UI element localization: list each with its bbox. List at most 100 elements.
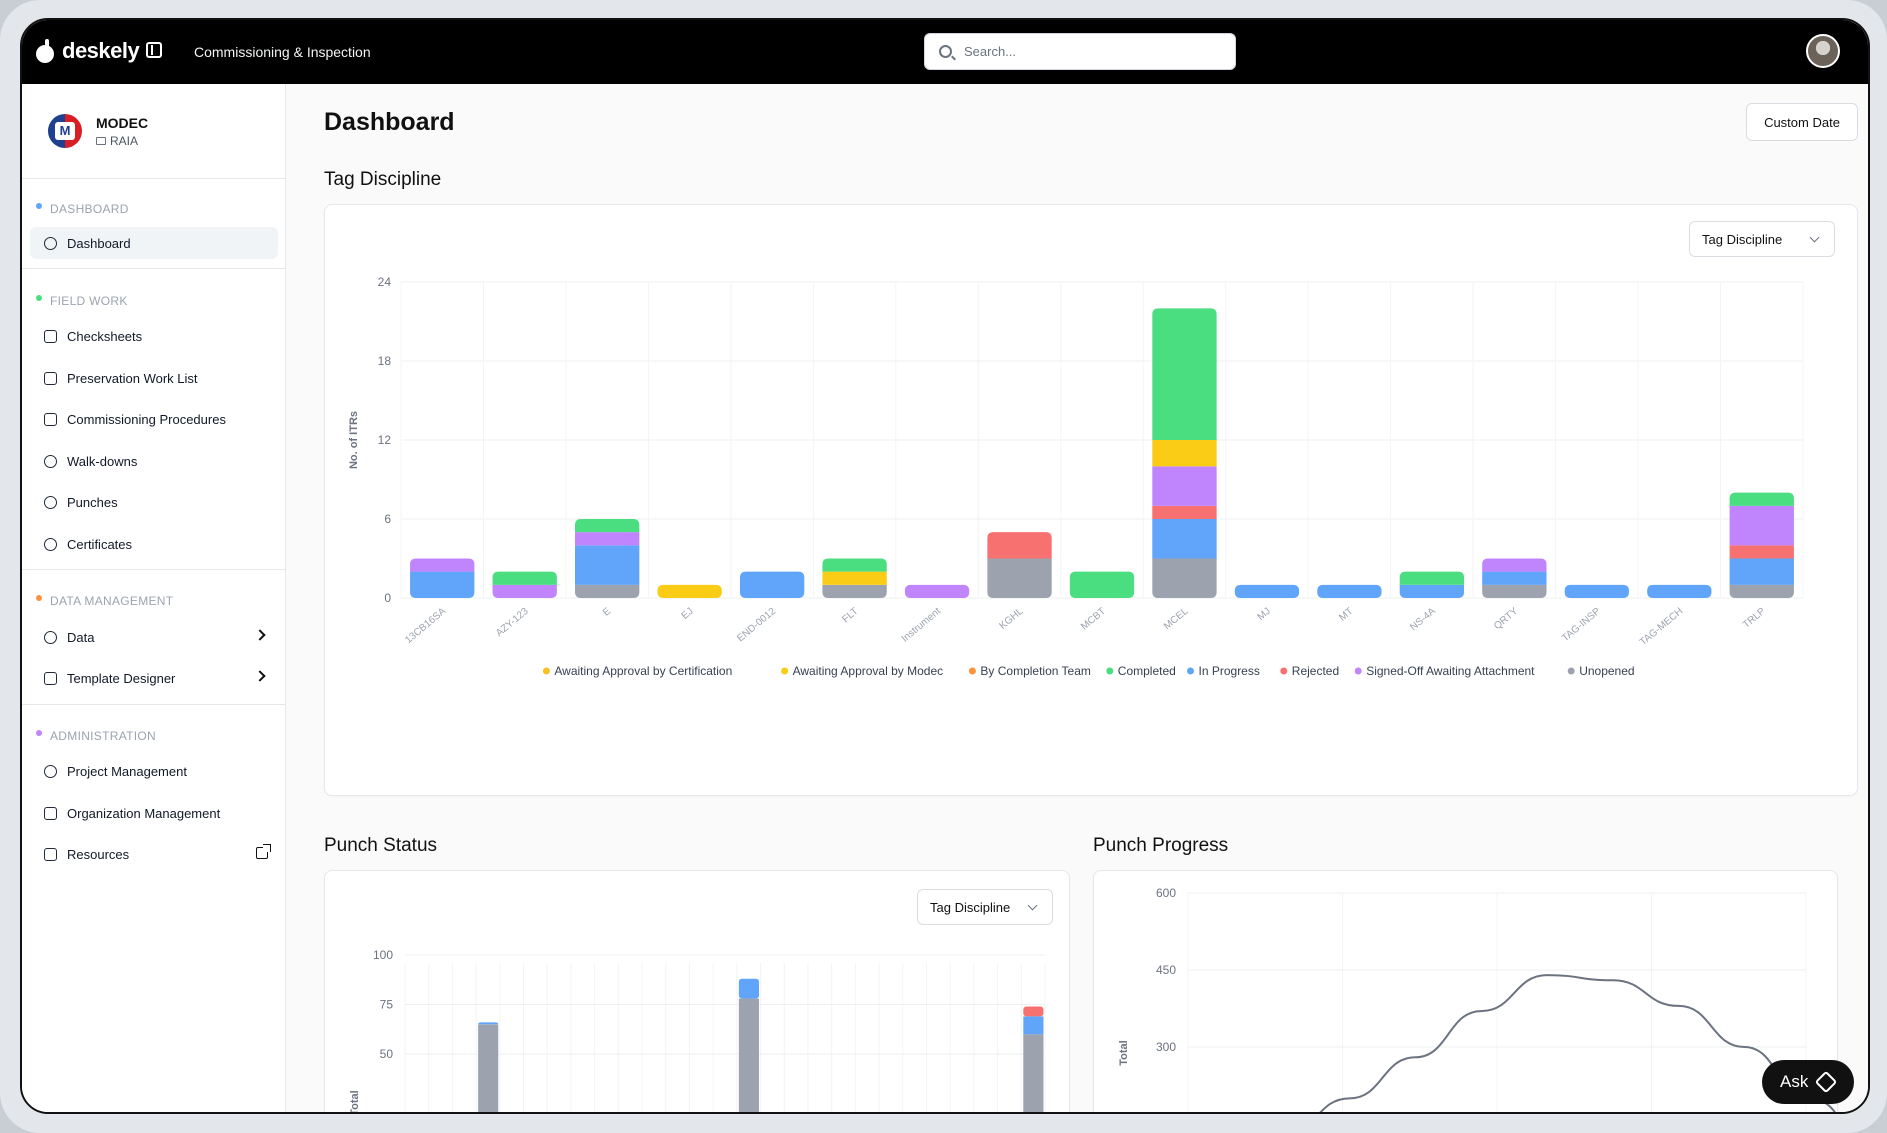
sidebar-item-template-designer[interactable]: Template Designer	[30, 662, 278, 694]
legend-swatch	[1354, 667, 1362, 675]
legend-item: Unopened	[1579, 664, 1634, 678]
sidebar-item-label: Project Management	[67, 763, 187, 779]
custom-date-button[interactable]: Custom Date	[1746, 103, 1858, 141]
divider	[22, 704, 286, 705]
book-open-icon	[44, 412, 57, 426]
bar-segment	[1647, 584, 1712, 598]
sidebar-item-label: Dashboard	[67, 235, 131, 251]
bar-segment	[987, 558, 1052, 598]
legend-item: In Progress	[1199, 664, 1260, 678]
sidebar-item-certificates[interactable]: Certificates	[30, 528, 278, 560]
select-value: Tag Discipline	[930, 899, 1011, 915]
legend-item: Awaiting Approval by Certification	[554, 664, 732, 678]
sidebar-item-label: Organization Management	[67, 805, 221, 821]
sidebar-item-punches[interactable]: Punches	[30, 486, 278, 518]
brand-name: deskely	[62, 38, 140, 63]
x-tick-label: KGHL	[998, 606, 1026, 632]
search-icon	[939, 45, 952, 58]
tag-discipline-card: Tag Discipline 0 6 12 18 24 No. of ITRs 13CB16…	[324, 204, 1858, 796]
ask-assistant-button[interactable]: Ask	[1762, 1060, 1854, 1104]
punch-status-select[interactable]: Tag Discipline	[917, 889, 1053, 925]
bar-segment	[904, 584, 970, 598]
sidebar-item-checksheets[interactable]: Checksheets	[30, 320, 278, 352]
legend-swatch	[1106, 667, 1114, 675]
bar-segment	[492, 571, 557, 585]
section-label: FIELD WORK	[50, 294, 128, 308]
award-icon	[44, 537, 57, 551]
search-box[interactable]	[924, 33, 1236, 70]
legend-swatch	[542, 667, 550, 675]
bar-segment	[739, 571, 805, 598]
y-axis-label: No. of ITRs	[348, 411, 360, 469]
sidebar-toggle-icon[interactable]	[146, 42, 162, 58]
chevron-right-icon	[254, 670, 266, 682]
page-title: Dashboard	[324, 108, 455, 136]
bar-segment	[575, 519, 640, 533]
alert-circle-icon	[44, 495, 57, 509]
bar-segment	[410, 558, 475, 572]
divider	[22, 268, 286, 269]
bar-segment	[1482, 584, 1547, 598]
x-tick-label: NS-4A	[1408, 606, 1438, 634]
x-tick-label: END-0012	[735, 606, 778, 645]
sidebar-item-walk-downs[interactable]: Walk-downs	[30, 445, 278, 477]
bar-segment	[1482, 571, 1547, 585]
divider	[22, 569, 286, 570]
bar-segment	[410, 571, 475, 598]
y-tick-label: 6	[384, 512, 391, 526]
x-tick-label: E	[601, 606, 613, 619]
search-input[interactable]	[964, 44, 1204, 59]
bar-segment	[1482, 558, 1547, 572]
bar-segment	[1564, 584, 1629, 598]
app-title: Commissioning & Inspection	[194, 44, 371, 60]
sidebar-item-preservation-work-list[interactable]: Preservation Work List	[30, 362, 278, 394]
legend-swatch	[781, 667, 789, 675]
sidebar-item-project-management[interactable]: Project Management	[30, 755, 278, 787]
main-content: Dashboard Custom Date Tag Discipline Tag…	[286, 84, 1868, 1114]
brand-logo[interactable]: deskely	[36, 38, 140, 64]
legend-item: Awaiting Approval by Modec	[793, 664, 944, 678]
y-tick-label: 75	[380, 998, 394, 1012]
gear-icon	[44, 764, 57, 778]
bar-segment	[1729, 584, 1794, 598]
tag-discipline-select[interactable]: Tag Discipline	[1689, 221, 1835, 257]
folder-icon	[96, 136, 106, 145]
modec-logo-icon	[48, 114, 82, 148]
section-label: DASHBOARD	[50, 202, 129, 216]
legend-swatch	[1280, 667, 1288, 675]
bar-segment	[478, 1022, 499, 1025]
bar-segment	[987, 532, 1052, 559]
tag-discipline-chart: 0 6 12 18 24 No. of ITRs 13CB16SA AZY-123 E EJ END…	[348, 275, 1804, 648]
sidebar-item-resources[interactable]: Resources	[30, 838, 278, 870]
section-administration: ADMINISTRATION	[36, 729, 156, 743]
y-axis-label: Total	[349, 1090, 361, 1114]
user-avatar[interactable]	[1806, 34, 1840, 68]
x-tick-label: FLT	[840, 606, 860, 625]
y-tick-label: 100	[373, 948, 393, 962]
ask-label: Ask	[1780, 1072, 1809, 1091]
sidebar-item-label: Data	[67, 629, 95, 645]
bar-segment	[1729, 505, 1794, 546]
section-dashboard: DASHBOARD	[36, 202, 129, 216]
sidebar-item-commissioning-procedures[interactable]: Commissioning Procedures	[30, 403, 278, 435]
x-tick-label: 13CB16SA	[403, 606, 448, 646]
sidebar-item-data[interactable]: Data	[30, 621, 278, 653]
org-switcher[interactable]: MODEC RAIA	[48, 114, 148, 148]
sidebar-item-dashboard[interactable]: Dashboard	[30, 227, 278, 259]
x-tick-label: Instrument	[900, 606, 943, 645]
sidebar-item-organization-management[interactable]: Organization Management	[30, 797, 278, 829]
calendar-icon	[44, 371, 57, 385]
y-tick-label: 12	[378, 433, 392, 447]
bar-segment	[575, 532, 640, 546]
section-field-work: FIELD WORK	[36, 294, 128, 308]
x-tick-label: TRLP	[1741, 606, 1768, 631]
legend-swatch	[968, 667, 976, 675]
bar-segment	[1399, 571, 1465, 585]
bar-segment	[1023, 1034, 1044, 1112]
deskely-logo-icon	[36, 39, 56, 63]
chevron-down-icon	[1809, 232, 1820, 243]
bar-segment	[1152, 505, 1217, 519]
sidebar-item-label: Walk-downs	[67, 453, 138, 469]
section-dot-icon	[36, 295, 42, 301]
